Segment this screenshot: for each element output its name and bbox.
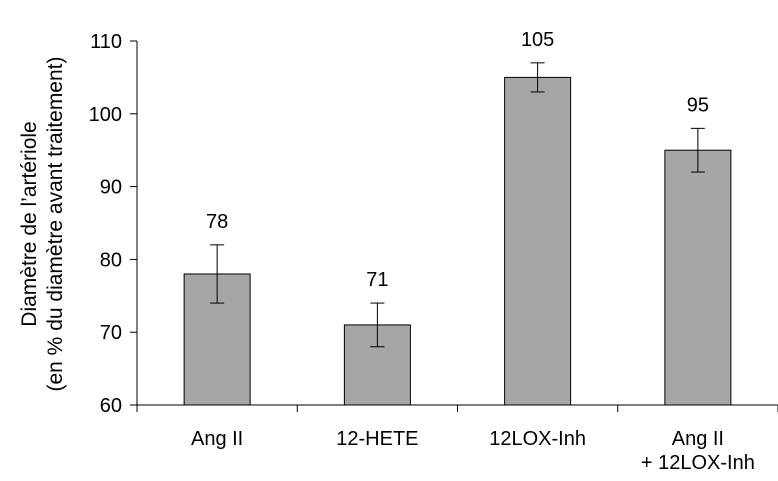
category-label: 12-HETE: [336, 428, 418, 450]
y-axis-title: Diamètre de l’artériole (en % du diamètr…: [18, 57, 67, 392]
y-tick-label: 70: [100, 322, 122, 344]
y-tick-label: 100: [89, 104, 122, 126]
category-label: + 12LOX-Inh: [641, 452, 755, 474]
category-label: 12LOX-Inh: [489, 428, 586, 450]
bar: [664, 149, 732, 406]
bars: 78 71 105 95: [183, 29, 732, 406]
y-tick-label: 90: [100, 177, 122, 199]
y-tick-label: 110: [90, 31, 122, 53]
category-label: Ang II: [191, 428, 243, 450]
data-label: 78: [206, 211, 228, 233]
category-label: Ang II: [672, 428, 724, 450]
y-tick-label: 80: [100, 249, 122, 271]
data-label: 71: [366, 269, 388, 291]
bar: [504, 76, 572, 406]
y-axis-title-line-1: Diamètre de l’artériole: [18, 121, 41, 326]
y-axis: 60 70 80 90 100 110: [89, 31, 138, 417]
y-axis-title-line-2: (en % du diamètre avant traitement): [44, 57, 67, 392]
data-label: 105: [521, 29, 554, 51]
y-tick-label: 60: [100, 395, 122, 417]
data-label: 95: [687, 94, 709, 116]
x-axis: Ang II 12-HETE 12LOX-Inh Ang II+ 12LOX-Inh: [136, 404, 778, 474]
